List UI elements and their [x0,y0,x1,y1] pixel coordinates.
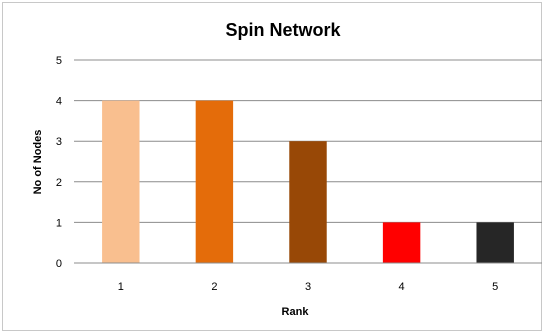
y-tick-label: 4 [56,96,62,108]
bar-rank-2 [195,100,234,263]
bar-rank-3 [289,141,327,263]
x-tick-label: 3 [305,281,311,293]
y-tick-label: 0 [56,258,62,270]
bars [102,100,514,263]
x-axis-title: Rank [282,306,310,318]
x-tick-label: 1 [118,281,124,293]
x-tick-labels: 1 2 3 4 5 [118,281,499,293]
x-tick-label: 5 [492,281,498,293]
x-tick-label: 2 [211,281,217,293]
y-axis-title: No of Nodes [32,130,44,195]
chart-title: Spin Network [225,20,341,40]
bar-rank-1 [102,100,140,263]
y-tick-label: 5 [56,55,62,67]
chart-frame [2,2,542,331]
y-tick-labels: 0 1 2 3 4 5 [56,55,62,270]
x-tick-label: 4 [399,281,405,293]
y-tick-label: 1 [56,217,62,229]
bar-rank-4 [382,222,421,263]
y-tick-label: 2 [56,177,62,189]
bar-rank-5 [476,222,514,263]
y-tick-label: 3 [56,136,62,148]
